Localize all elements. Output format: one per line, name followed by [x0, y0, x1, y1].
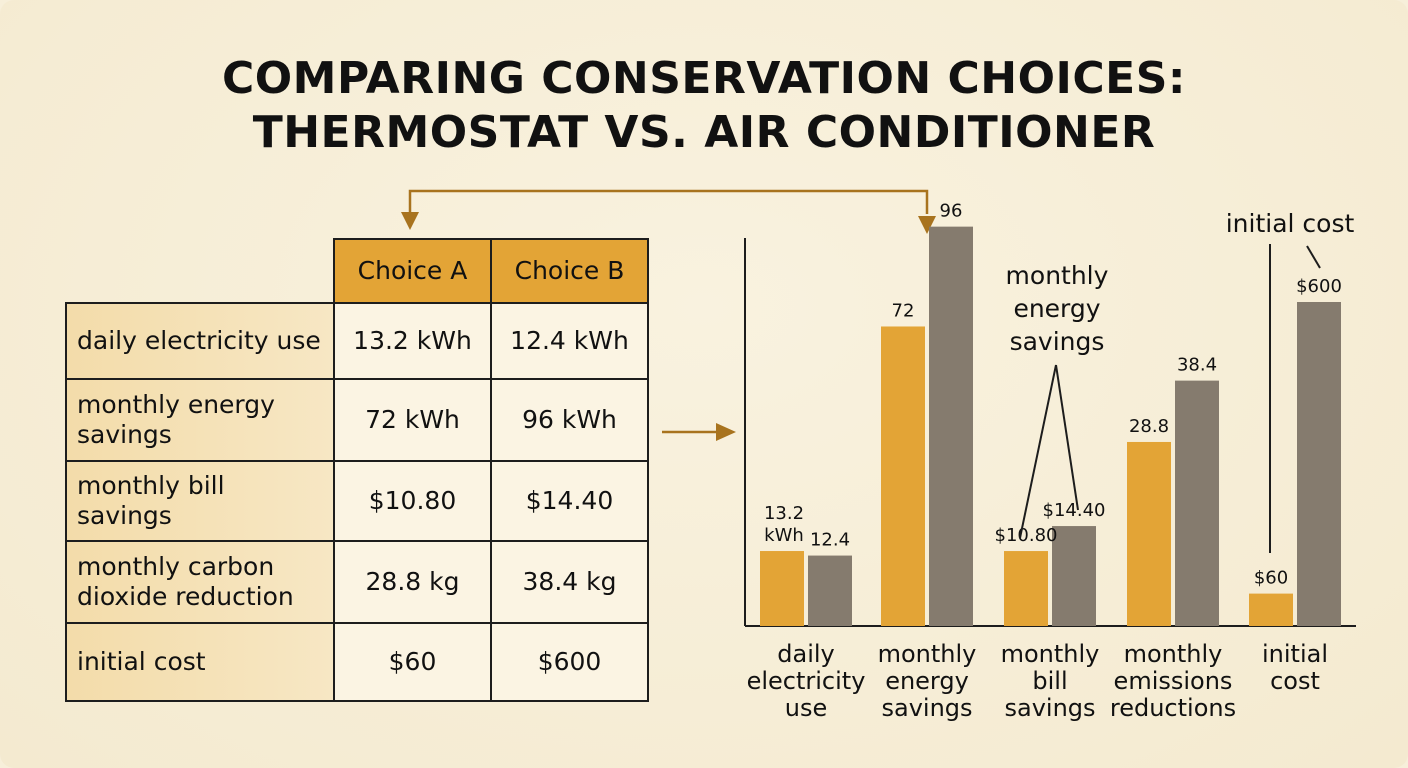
data-label: $600	[1296, 276, 1342, 297]
table-row: initial cost $60 $600	[65, 622, 649, 702]
bar-choice-b	[1297, 302, 1341, 626]
table-row: daily electricity use 13.2 kWh 12.4 kWh	[65, 302, 649, 380]
category-label: savings	[1004, 694, 1095, 722]
table-row: monthly carbon dioxide reduction 28.8 kg…	[65, 540, 649, 624]
bar-choice-b	[1052, 526, 1096, 626]
row-label: initial cost	[65, 622, 335, 702]
annotation-text: savings	[1010, 327, 1105, 356]
annotation-leader	[1306, 245, 1321, 269]
annotation-text: energy	[1013, 294, 1100, 323]
arrow-head-middle	[716, 423, 736, 441]
table-row: monthly bill savings $10.80 $14.40	[65, 460, 649, 542]
header-choice-a: Choice A	[333, 238, 492, 304]
chart-annotations: monthly energy savings initial cost	[1006, 209, 1355, 553]
annotation-text: initial cost	[1226, 209, 1355, 238]
cell-choice-b: $600	[490, 622, 649, 702]
cell-choice-a: 13.2 kWh	[333, 302, 492, 380]
data-label: 13.2	[764, 503, 804, 524]
cell-choice-b: 96 kWh	[490, 378, 649, 462]
category-label: emissions	[1114, 667, 1233, 695]
chart-bars	[760, 226, 1341, 626]
cell-choice-b: $14.40	[490, 460, 649, 542]
category-label: initial	[1262, 640, 1328, 668]
arrow-head-right	[918, 216, 936, 234]
cell-choice-b: 38.4 kg	[490, 540, 649, 624]
annotation-leader	[1055, 364, 1079, 511]
row-label: monthly energy savings	[65, 378, 335, 462]
bar-choice-b	[1175, 380, 1219, 626]
data-label: 12.4	[810, 530, 850, 551]
cell-choice-b: 12.4 kWh	[490, 302, 649, 380]
table-header-row: Choice A Choice B	[66, 238, 649, 304]
category-label: reductions	[1110, 694, 1236, 722]
category-label: bill	[1032, 667, 1067, 695]
arrow-head-left	[401, 212, 419, 230]
bar-choice-a	[1127, 441, 1171, 626]
bar-choice-a	[760, 551, 804, 626]
connector-arrows	[401, 189, 936, 441]
data-label: 72	[892, 300, 915, 321]
category-label: cost	[1270, 667, 1320, 695]
annotation-leader	[1019, 364, 1057, 539]
cell-choice-a: 72 kWh	[333, 378, 492, 462]
cell-choice-a: $60	[333, 622, 492, 702]
category-label: monthly	[1124, 640, 1223, 668]
data-label: $14.40	[1043, 500, 1106, 521]
bar-choice-b	[929, 226, 973, 626]
cell-choice-a: 28.8 kg	[333, 540, 492, 624]
data-label: kWh	[764, 525, 804, 546]
bar-choice-a	[1249, 593, 1293, 626]
data-label: 38.4	[1177, 355, 1217, 376]
bar-choice-b	[808, 555, 852, 626]
table-row: monthly energy savings 72 kWh 96 kWh	[65, 378, 649, 462]
data-label: $10.80	[995, 525, 1058, 546]
data-label: 96	[940, 201, 963, 222]
data-label: 28.8	[1129, 416, 1169, 437]
comparison-table: Choice A Choice B daily electricity use …	[65, 238, 649, 702]
title-line-1: COMPARING CONSERVATION CHOICES:	[221, 53, 1187, 104]
top-connector-line	[408, 189, 929, 214]
title-line-2: THERMOSTAT VS. AIR CONDITIONER	[252, 107, 1156, 158]
category-label: monthly	[1001, 640, 1100, 668]
data-label: $60	[1254, 568, 1288, 589]
category-label: use	[785, 694, 827, 722]
cell-choice-a: $10.80	[333, 460, 492, 542]
category-label: monthly	[878, 640, 977, 668]
category-label: electricity	[747, 667, 866, 695]
annotation-text: monthly	[1006, 261, 1109, 290]
row-label: daily electricity use	[65, 302, 335, 380]
category-label: energy	[885, 667, 969, 695]
row-label: monthly bill savings	[65, 460, 335, 542]
bar-choice-a	[1004, 551, 1048, 626]
bar-choice-a	[881, 326, 925, 626]
page-title: COMPARING CONSERVATION CHOICES: THERMOST…	[0, 52, 1408, 160]
row-label: monthly carbon dioxide reduction	[65, 540, 335, 624]
header-choice-b: Choice B	[490, 238, 649, 304]
category-label: savings	[881, 694, 972, 722]
category-label: daily	[777, 640, 834, 668]
